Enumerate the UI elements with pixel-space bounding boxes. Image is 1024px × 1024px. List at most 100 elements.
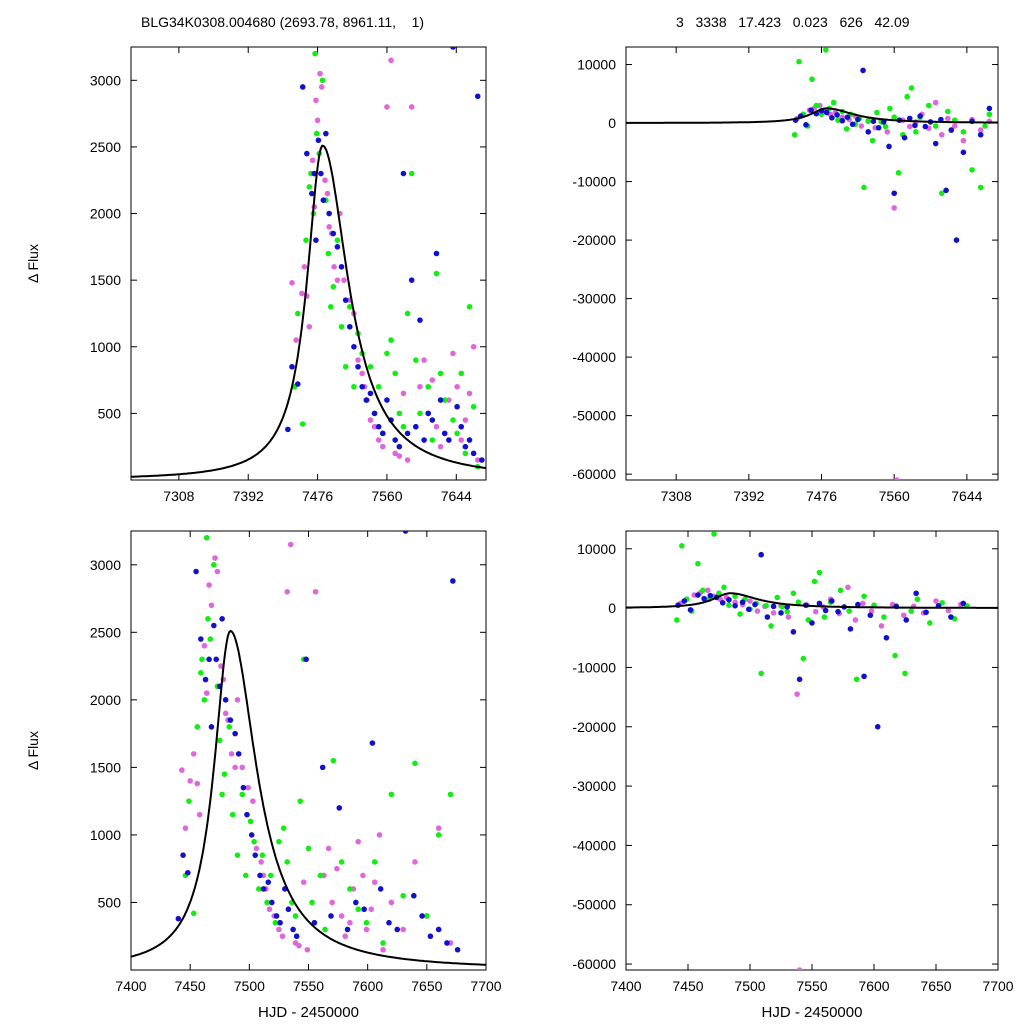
data-point-pink (466, 390, 473, 397)
data-point-green (986, 111, 993, 118)
data-points (791, 47, 993, 480)
data-point-green (865, 117, 872, 124)
data-point-blue (227, 717, 234, 723)
y-tick-label: -40000 (572, 837, 616, 853)
data-point-blue (726, 597, 732, 603)
data-point-blue (844, 114, 851, 121)
data-point-blue (235, 751, 242, 757)
data-point-green (835, 117, 841, 123)
data-point-green (429, 437, 436, 443)
data-point-green (229, 811, 236, 818)
y-tick-label: 500 (98, 405, 122, 421)
data-point-blue (344, 926, 351, 933)
data-point-blue (359, 383, 365, 390)
data-point-pink (355, 838, 362, 845)
data-point-pink (314, 117, 321, 124)
data-point-blue (429, 417, 436, 423)
data-point-green (904, 93, 910, 100)
data-point-green (969, 167, 975, 173)
data-point-blue (745, 606, 752, 613)
data-point-green (711, 531, 717, 537)
data-point-blue (732, 602, 738, 609)
y-tick-label: 1500 (90, 759, 121, 775)
data-point-pink (932, 99, 939, 106)
data-point-blue (240, 784, 247, 791)
data-point-blue (435, 926, 442, 933)
data-point-green (846, 608, 852, 614)
data-point-blue (808, 107, 814, 113)
data-point-pink (470, 343, 477, 350)
data-point-blue (404, 430, 411, 437)
data-point-green (774, 594, 781, 601)
data-point-pink (301, 264, 308, 270)
data-point-blue (326, 210, 332, 217)
data-point-green (201, 697, 208, 703)
data-point-green (280, 825, 287, 831)
data-point-blue (770, 603, 777, 610)
data-point-pink (770, 610, 777, 616)
x-tick-label: 7500 (234, 978, 265, 994)
data-point-green (412, 760, 418, 767)
data-point-blue (334, 244, 341, 250)
data-point-pink (400, 926, 406, 933)
data-point-blue (244, 811, 250, 818)
data-point-green (267, 872, 274, 879)
data-point-green (367, 363, 374, 370)
data-point-blue (320, 197, 327, 204)
data-point-green (396, 410, 403, 417)
data-point-green (700, 587, 706, 594)
data-point-blue (462, 443, 469, 450)
data-point-green (400, 423, 407, 430)
data-point-pink (433, 423, 440, 430)
data-point-blue (960, 149, 967, 156)
data-point-pink (342, 933, 348, 940)
data-point-pink (860, 600, 866, 607)
data-point-green (891, 114, 897, 121)
data-point-green (388, 791, 395, 798)
data-point-green (882, 123, 889, 130)
data-point-blue (269, 899, 275, 906)
data-point-blue (835, 608, 841, 615)
data-point-pink (222, 710, 229, 717)
data-point-blue (257, 872, 263, 879)
y-tick-label: -40000 (572, 349, 616, 365)
data-point-green (338, 859, 345, 865)
data-point-pink (309, 157, 316, 164)
data-point-blue (441, 430, 448, 437)
data-point-green (977, 184, 984, 191)
data-point-green (913, 129, 919, 135)
data-point-blue (232, 730, 238, 737)
data-point-blue (248, 832, 255, 838)
data-point-pink (938, 131, 945, 138)
data-point-blue (764, 614, 771, 620)
data-point-pink (325, 845, 332, 852)
data-point-green (342, 363, 349, 370)
data-point-blue (425, 410, 432, 417)
data-point-pink (359, 370, 365, 377)
data-point-green (466, 304, 473, 310)
data-point-blue (311, 919, 318, 926)
data-point-green (347, 886, 353, 892)
data-point-pink (326, 224, 332, 230)
data-point-pink (458, 437, 465, 443)
data-points (285, 47, 485, 470)
data-point-pink (253, 845, 260, 852)
data-point-blue (411, 892, 417, 899)
x-tick-label: 7550 (293, 978, 324, 994)
y-tick-label: -50000 (572, 408, 616, 424)
data-point-pink (296, 942, 302, 949)
data-point-blue (855, 601, 861, 608)
data-point-blue (454, 403, 460, 410)
data-point-pink (891, 205, 897, 211)
y-tick-label: -60000 (572, 956, 616, 972)
x-tick-label: 7644 (441, 488, 472, 504)
data-point-green (219, 791, 225, 798)
data-point-green (861, 184, 867, 191)
data-point-green (813, 102, 820, 109)
data-point-green (447, 791, 454, 798)
data-point-pink (884, 129, 891, 135)
data-point-green (375, 383, 382, 390)
y-tick-label: 1500 (90, 272, 121, 288)
data-point-pink (454, 383, 460, 390)
data-point-blue (185, 869, 191, 876)
